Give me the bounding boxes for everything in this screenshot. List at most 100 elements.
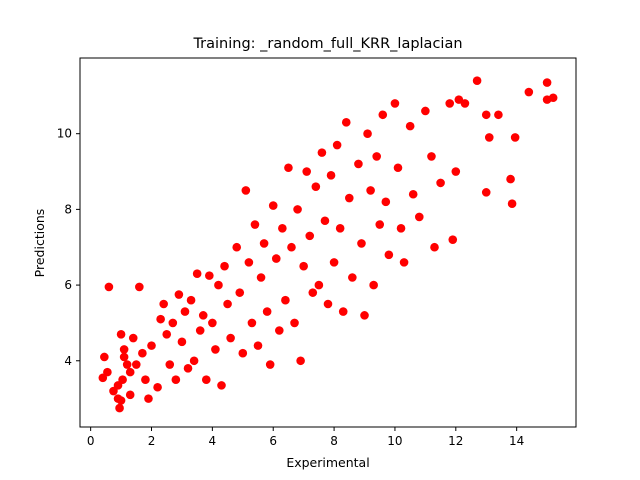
data-point (177, 337, 187, 347)
data-point (375, 220, 385, 229)
y-tick-label: 4 (64, 354, 72, 368)
data-point (153, 382, 162, 392)
x-tick-label: 10 (387, 434, 402, 448)
data-point (323, 299, 333, 309)
data-point (284, 163, 293, 173)
y-tick-label: 8 (64, 202, 72, 216)
data-point (408, 189, 418, 199)
data-point (393, 163, 403, 173)
data-point (247, 318, 257, 328)
data-point (195, 326, 205, 335)
data-point (332, 140, 342, 150)
data-point (223, 299, 232, 309)
data-point (369, 280, 378, 290)
data-point (103, 367, 112, 377)
data-point (506, 174, 515, 184)
data-point (183, 364, 193, 373)
data-point (384, 250, 394, 260)
data-point (211, 345, 220, 354)
data-point (345, 193, 354, 203)
data-point (253, 341, 263, 350)
data-point (118, 375, 127, 384)
data-point (451, 167, 461, 176)
data-point (201, 375, 211, 384)
data-point (510, 133, 520, 142)
data-point (354, 159, 363, 169)
data-point (281, 295, 290, 305)
data-point (421, 106, 430, 116)
data-point (326, 171, 336, 180)
data-point (293, 205, 302, 214)
x-tick-label: 14 (509, 434, 524, 448)
data-point (119, 345, 129, 354)
data-point (548, 93, 558, 103)
data-point (156, 314, 165, 324)
data-point (360, 311, 369, 320)
data-point (542, 78, 552, 87)
data-point (335, 224, 345, 233)
data-point (192, 269, 202, 279)
data-point (122, 360, 132, 369)
x-tick-label: 4 (209, 434, 217, 448)
data-point (144, 394, 153, 403)
data-point (168, 318, 178, 328)
data-point (208, 318, 217, 328)
x-tick-label: 0 (87, 434, 95, 448)
data-point (147, 341, 156, 350)
data-point (378, 110, 388, 120)
data-point (372, 152, 381, 161)
data-point (116, 329, 126, 339)
data-point (165, 360, 175, 369)
data-point (141, 375, 150, 384)
data-point (265, 360, 275, 369)
x-tick-label: 6 (269, 434, 277, 448)
data-point (115, 403, 124, 413)
data-point (235, 288, 245, 297)
data-point (275, 326, 284, 335)
data-point (104, 282, 114, 292)
data-point (507, 199, 517, 209)
data-point (405, 121, 415, 131)
data-point (290, 318, 299, 328)
data-point (399, 258, 409, 267)
data-point (445, 99, 455, 108)
data-point (414, 212, 424, 222)
data-point (189, 356, 199, 366)
data-point (174, 290, 184, 299)
data-point (305, 231, 315, 241)
data-point (314, 280, 324, 290)
data-point (460, 99, 470, 108)
data-point (329, 258, 339, 267)
data-point (390, 99, 400, 108)
data-point (214, 280, 223, 290)
data-point (366, 186, 375, 195)
data-point (427, 152, 436, 161)
plot-frame (79, 57, 577, 428)
data-point (128, 333, 138, 343)
data-point (481, 188, 491, 197)
x-tick-label: 2 (148, 434, 156, 448)
data-point (116, 396, 126, 405)
data-point (268, 201, 278, 210)
data-point (226, 333, 235, 343)
data-point (481, 110, 491, 120)
data-point (238, 348, 248, 358)
data-point (138, 348, 147, 358)
data-point (436, 178, 445, 188)
x-tick-label: 12 (448, 434, 463, 448)
data-point (299, 261, 308, 271)
data-point (341, 118, 351, 127)
data-point (171, 375, 181, 384)
data-point (119, 352, 129, 362)
data-point (217, 381, 226, 390)
data-point (363, 129, 372, 138)
data-point (308, 288, 318, 297)
data-point (198, 311, 208, 320)
data-point (338, 307, 348, 316)
data-point (317, 148, 327, 157)
data-point (311, 182, 321, 191)
x-axis: 0 2 4 6 8 10 12 14 (87, 427, 524, 448)
data-point (271, 254, 281, 263)
data-point (100, 352, 109, 362)
